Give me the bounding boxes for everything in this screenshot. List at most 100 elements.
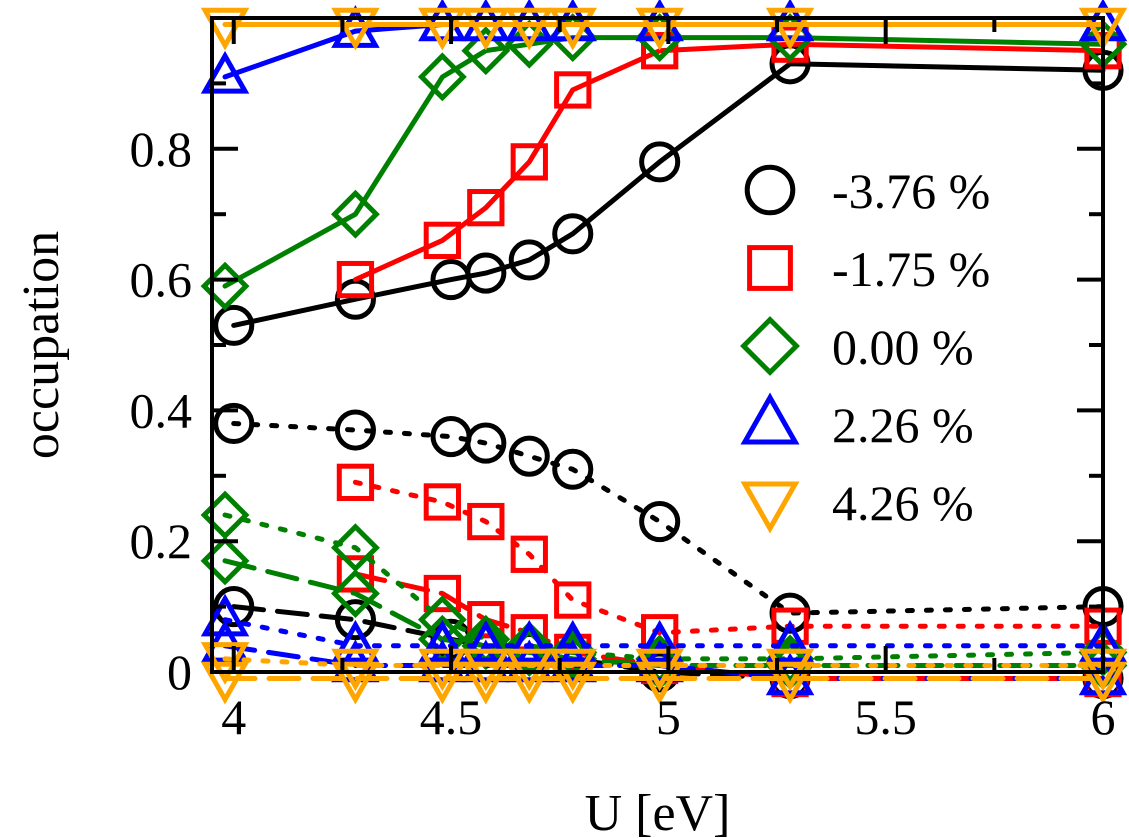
- series-5-dashed-point: [200, 661, 250, 705]
- series-1-dotted-line: [231, 421, 1106, 616]
- legend-marker: [740, 316, 800, 376]
- series-2-solid-point: [467, 189, 505, 227]
- series-3-dotted-line: [222, 512, 1106, 662]
- series-5-dashed-point: [505, 661, 554, 705]
- legend-label: 2.26 %: [832, 397, 974, 453]
- axis-ticks: 4 4.5 5 5.5 6 0 0.2 0.4 0.6 0.8: [130, 18, 1116, 745]
- x-tick-label: 6: [1091, 689, 1116, 745]
- legend: -3.76 % -1.75 % 0.00 % 2.26 % 4.26 %: [740, 163, 990, 534]
- series-2-dotted-point: [423, 483, 462, 521]
- x-tick-label: 5.5: [854, 689, 917, 745]
- series-4-dotted-point: [505, 619, 554, 663]
- y-tick-label: 0.8: [130, 121, 193, 177]
- series-2-solid-line: [352, 41, 1106, 283]
- series-5-dotted-point: [548, 648, 597, 692]
- series-3: [200, 13, 1128, 690]
- series-4-dotted-point: [765, 619, 815, 663]
- series-1-solid-point: [639, 141, 681, 183]
- series-4-dotted-point: [548, 619, 597, 663]
- y-tick-label: 0.6: [130, 252, 193, 308]
- series-2: [336, 25, 1122, 698]
- series-3-solid-point: [330, 189, 380, 239]
- x-axis-title: U [eV]: [585, 785, 731, 838]
- series-5-solid-point: [1078, 7, 1128, 51]
- series-2-dashed-point: [423, 574, 462, 613]
- series-1-dotted-point: [639, 501, 681, 543]
- legend-label: 4.26 %: [832, 475, 974, 531]
- series-2-solid-point: [510, 143, 548, 181]
- series-5-dashed-point: [548, 661, 597, 705]
- series-5-dashed-point: [461, 661, 511, 705]
- series-3-solid-point: [461, 26, 511, 76]
- series-1-solid-point: [552, 213, 594, 255]
- series-1-solid-point: [213, 304, 255, 346]
- series-4-dotted-point: [200, 593, 250, 637]
- series-layer: [200, 0, 1128, 705]
- series-5-dashed-point: [331, 661, 380, 705]
- legend-label: -1.75 %: [832, 241, 990, 297]
- series-2-solid-point: [554, 71, 592, 109]
- x-tick-label: 4: [221, 689, 246, 745]
- legend-entry-4: 2.26 %: [740, 392, 974, 453]
- legend-label: -3.76 %: [832, 163, 990, 219]
- series-1: [213, 43, 1124, 700]
- x-tick-label: 4.5: [420, 689, 483, 745]
- series-2-solid-point: [336, 260, 375, 299]
- legend-entry-5: 4.26 %: [740, 475, 974, 534]
- series-2-solid-point: [423, 221, 462, 260]
- series-1-solid-point: [508, 239, 550, 281]
- series-1-dotted-point: [552, 448, 594, 490]
- series-4-dashed-point: [765, 652, 815, 696]
- legend-marker: [740, 481, 800, 534]
- series-2-dotted-point: [336, 463, 375, 501]
- series-3-dotted-point: [330, 523, 380, 573]
- series-5: [200, 7, 1128, 705]
- series-4-dotted-point: [331, 619, 380, 663]
- legend-entry-2: -1.75 %: [747, 241, 990, 297]
- series-1-dashed-point: [334, 599, 376, 641]
- series-5-dotted-point: [461, 648, 511, 692]
- series-2-dotted-point: [510, 535, 548, 573]
- series-4-solid-point: [505, 0, 554, 42]
- series-2-solid-point: [641, 32, 679, 70]
- legend-entry-3: 0.00 %: [740, 316, 974, 376]
- series-4-dashed-point: [1078, 652, 1128, 696]
- series-4-solid-point: [461, 0, 511, 42]
- series-5-solid-point: [505, 7, 554, 51]
- series-5-dashed-point: [418, 661, 467, 705]
- series-5-dashed-point: [635, 661, 684, 705]
- series-4-dotted-point: [461, 619, 511, 663]
- series-5-solid-point: [461, 7, 511, 51]
- legend-marker: [740, 392, 800, 445]
- series-5-dashed-point: [765, 661, 815, 705]
- series-4-dotted-point: [635, 619, 684, 663]
- series-1-dotted-point: [334, 409, 376, 451]
- series-5-dotted-point: [505, 648, 554, 692]
- series-1-dashed-line: [231, 604, 1106, 681]
- series-4-solid-point: [200, 50, 250, 94]
- series-1-dotted-point: [213, 402, 255, 445]
- y-axis-title: occupation: [13, 231, 70, 459]
- series-1-solid-point: [465, 252, 507, 294]
- series-2-dotted-line: [352, 479, 1106, 636]
- series-4-solid-point: [548, 0, 597, 42]
- series-5-solid-point: [765, 7, 815, 51]
- series-1-dotted-point: [508, 435, 550, 477]
- series-3-dashed-point: [330, 569, 380, 618]
- series-5-solid-point: [331, 7, 380, 51]
- series-2-dotted-point: [467, 502, 505, 541]
- y-tick-label: 0.4: [130, 382, 193, 438]
- series-2-dashed-point: [336, 555, 375, 593]
- legend-marker: [747, 245, 793, 291]
- series-1-solid-line: [231, 61, 1106, 328]
- legend-label: 0.00 %: [832, 319, 974, 375]
- legend-marker: [744, 164, 796, 216]
- legend-entry-1: -3.76 %: [744, 163, 990, 219]
- series-5-dotted-point: [331, 648, 380, 692]
- series-5-solid-point: [548, 7, 597, 51]
- series-1-dotted-point: [465, 422, 507, 464]
- series-2-dotted-point: [554, 581, 592, 619]
- series-4-dotted-point: [418, 619, 467, 663]
- series-2-dashed-line: [352, 571, 1106, 681]
